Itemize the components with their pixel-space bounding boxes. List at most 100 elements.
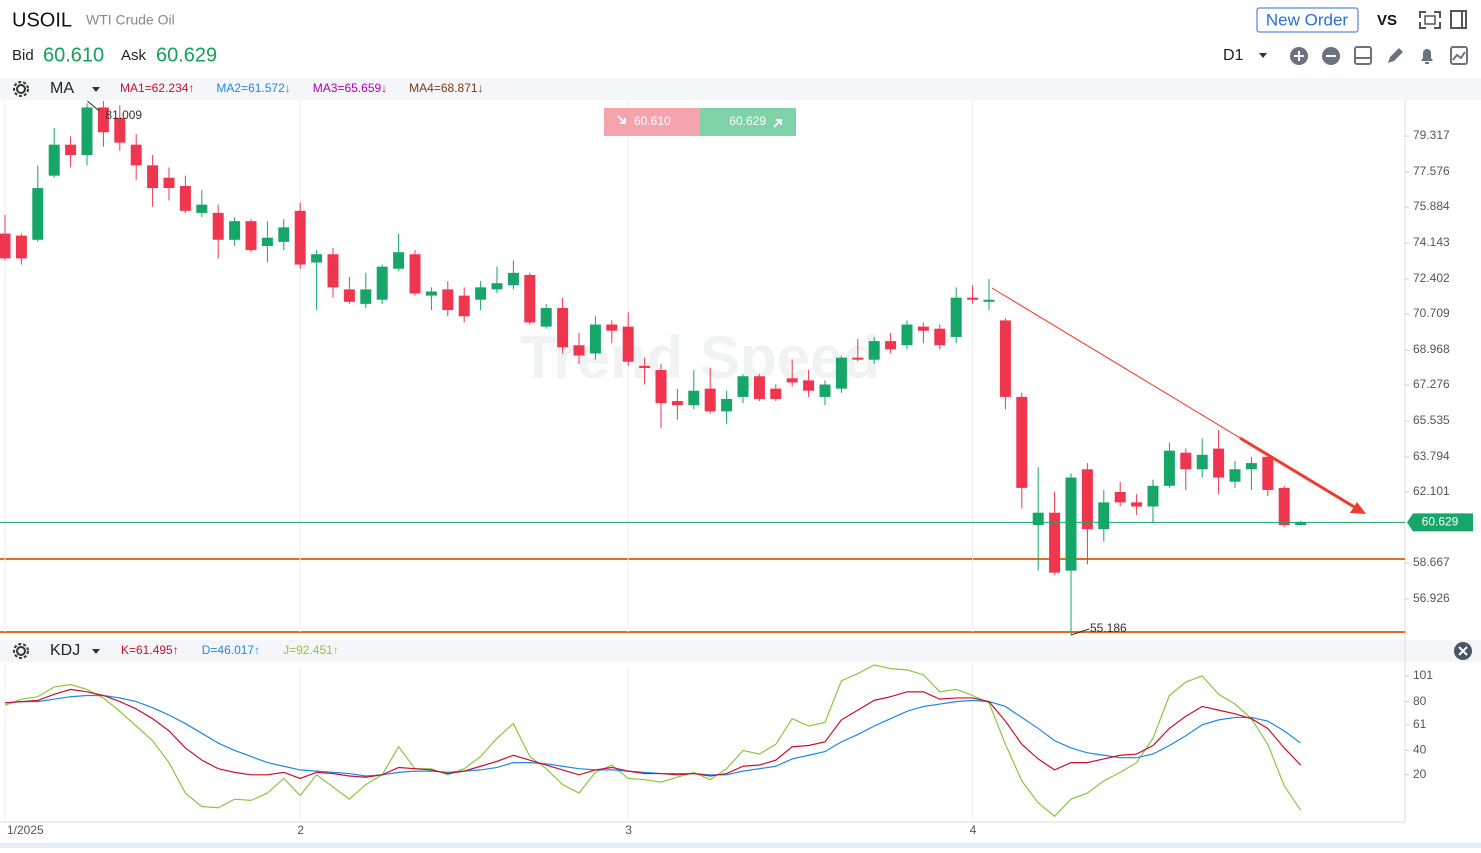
x-tick-label: 4 <box>970 823 977 837</box>
draw-icon[interactable] <box>1388 48 1403 63</box>
candle-body <box>803 380 815 391</box>
dropdown-caret[interactable] <box>1259 53 1267 58</box>
candle-body <box>524 274 536 323</box>
new-order-button[interactable]: New Order <box>1256 7 1359 33</box>
arrow-head <box>1350 502 1366 514</box>
candle-body <box>557 308 569 348</box>
y-tick-label: 77.576 <box>1413 164 1450 178</box>
indicator-line <box>4 664 1302 818</box>
kdj-indicator[interactable]: KDJ <box>50 642 80 659</box>
min-pointer <box>1070 628 1090 636</box>
candle-body <box>835 357 847 389</box>
ma-indicator[interactable]: MA <box>50 80 74 97</box>
last-price-tag <box>1407 513 1473 532</box>
candle-body <box>212 212 224 240</box>
candle-body <box>163 177 175 189</box>
candle-body <box>376 266 388 300</box>
candle-body <box>1213 448 1225 478</box>
dropdown-caret[interactable] <box>92 87 100 92</box>
candle-body <box>409 254 421 294</box>
settings-icon[interactable] <box>13 643 29 659</box>
candle-body <box>721 398 733 412</box>
legend-label: J=92.451↑ <box>283 643 339 657</box>
candle-body <box>1032 512 1044 526</box>
candle-body <box>540 308 552 327</box>
y-tick-label: 80 <box>1413 694 1427 708</box>
ask-label: Ask <box>121 47 147 64</box>
alert-icon[interactable] <box>1421 49 1433 64</box>
candle-body <box>294 210 306 265</box>
candle-body <box>0 233 11 259</box>
y-tick-label: 72.402 <box>1413 271 1450 285</box>
max-pointer <box>87 100 100 112</box>
y-tick-label: 65.535 <box>1413 413 1450 427</box>
candle-body <box>311 254 323 263</box>
candle-body <box>1295 522 1307 526</box>
candle-body <box>1229 469 1241 482</box>
legend-label: K=61.495↑ <box>121 643 179 657</box>
candle-body <box>491 283 503 290</box>
close-panel-icon[interactable] <box>1454 642 1472 660</box>
candle-body <box>48 144 60 176</box>
candle-body <box>1065 477 1077 571</box>
indicator-line <box>4 688 1302 780</box>
x-tick-label: 1/2025 <box>7 823 44 837</box>
bid-box-price: 60.610 <box>634 114 671 128</box>
zoom-out-icon[interactable] <box>1322 47 1340 65</box>
timeframe[interactable]: D1 <box>1223 47 1244 64</box>
candle-body <box>770 388 782 399</box>
down-arrow-icon <box>617 115 626 124</box>
candle-body <box>1147 485 1159 507</box>
window-icon[interactable] <box>1450 10 1467 29</box>
candle-body <box>1131 502 1143 507</box>
bid-label: Bid <box>12 47 34 64</box>
candle-body <box>425 291 437 296</box>
y-tick-label: 68.968 <box>1413 342 1450 356</box>
dropdown-caret[interactable] <box>92 649 100 654</box>
button-frame <box>1256 7 1359 33</box>
y-tick-label: 67.276 <box>1413 377 1450 391</box>
zoom-in-icon[interactable] <box>1290 47 1308 65</box>
candle-body <box>753 376 765 399</box>
layout-icon[interactable] <box>1354 46 1372 65</box>
candle-body <box>1081 469 1093 530</box>
indicator-icon[interactable] <box>1450 46 1468 65</box>
ma-label: MA3=65.659↓ <box>313 81 387 95</box>
candle-body <box>65 144 77 155</box>
fullscreen-icon[interactable] <box>1419 11 1441 29</box>
candle-body <box>179 186 191 211</box>
y-tick-label: 63.794 <box>1413 449 1450 463</box>
ma-label: MA1=62.234↑ <box>120 81 194 95</box>
y-tick-label: 62.101 <box>1413 484 1450 498</box>
candle-body <box>229 221 241 240</box>
settings-icon[interactable] <box>13 81 29 97</box>
candle-body <box>1114 492 1126 503</box>
kdj-toolbar <box>0 640 1481 662</box>
candle-body <box>393 252 405 269</box>
bottom-bar <box>0 843 1481 848</box>
candle-body <box>704 388 716 412</box>
candle-body <box>622 326 634 362</box>
y-tick-label: 56.926 <box>1413 591 1450 605</box>
watermark: Trend Speed <box>520 324 880 391</box>
candle-body <box>245 221 257 251</box>
candle-body <box>737 376 749 397</box>
y-tick-label: 74.143 <box>1413 235 1450 249</box>
legend-label: D=46.017↑ <box>202 643 260 657</box>
candle-body <box>97 107 109 133</box>
vs-button[interactable]: VS <box>1377 12 1397 29</box>
candle-body <box>934 328 946 346</box>
candle-body <box>573 345 585 356</box>
candle-body <box>32 188 44 240</box>
candle-body <box>1262 456 1274 490</box>
candle-body <box>999 320 1011 397</box>
min-label: 55.186 <box>1090 621 1127 635</box>
candle-body <box>950 297 962 337</box>
candle-body <box>983 299 995 302</box>
bid-ask-box[interactable]: 60.610 60.629 <box>604 108 796 136</box>
candle-body <box>967 297 979 300</box>
candle-body <box>671 401 683 406</box>
up-arrow-icon <box>773 119 782 128</box>
ask-price: 60.629 <box>156 44 217 66</box>
